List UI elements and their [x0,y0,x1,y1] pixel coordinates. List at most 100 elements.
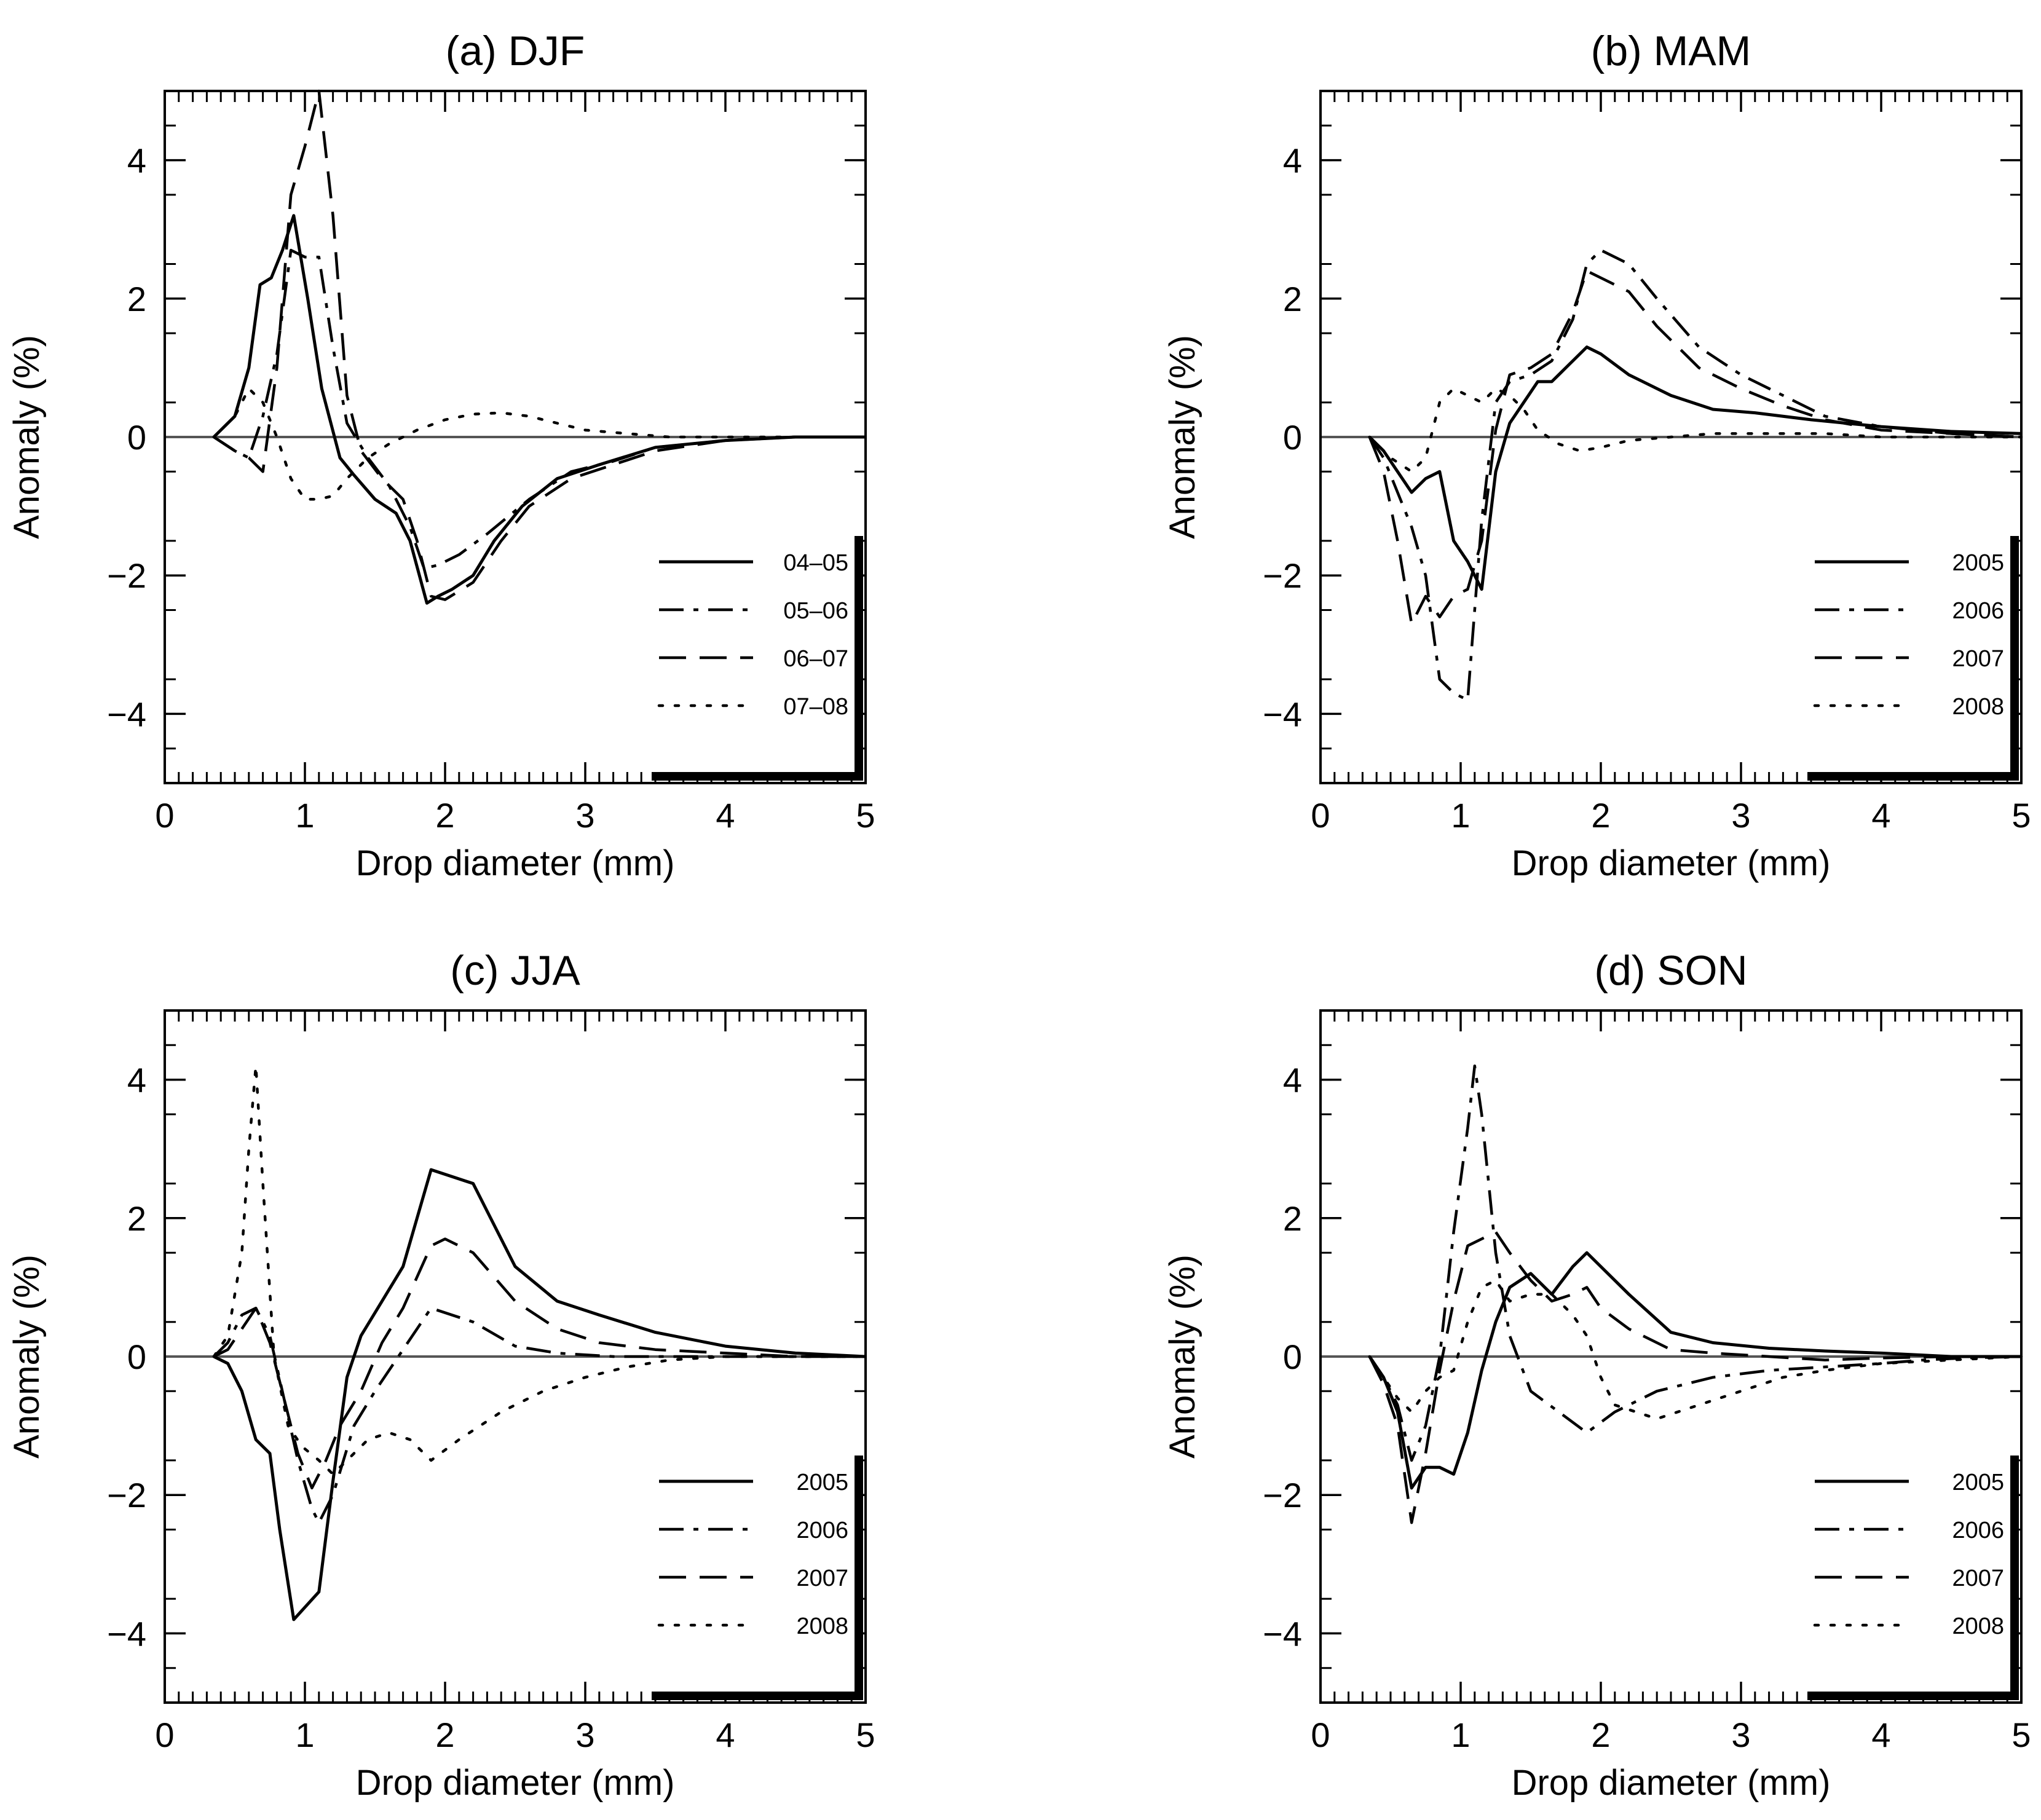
x-tick-label: 5 [2011,796,2031,835]
series-line-2005 [1368,345,2022,591]
y-tick-label: 4 [1283,1061,1302,1100]
legend-shadow-bottom [1807,1692,2019,1700]
y-tick-label: −2 [107,556,146,595]
y-tick-label: 2 [1283,280,1302,318]
legend-label: 2006 [796,1518,848,1543]
legend-label: 2007 [796,1566,848,1591]
x-tick-label: 4 [1871,1716,1890,1754]
series-line-2007 [1368,1231,2021,1524]
x-tick-label: 2 [1591,1716,1610,1754]
plot-frame [1319,1009,2023,1704]
y-tick-label: 4 [127,1061,146,1100]
x-tick-label: 1 [1451,1716,1470,1754]
series-line-07-08 [212,387,867,501]
legend-label: 05–06 [783,598,848,624]
y-tick-label: −4 [107,1614,146,1653]
legend: 2005 2006 2007 2008 [652,1456,863,1700]
x-tick-label: 4 [716,1716,735,1754]
panel-title: (c) JJA [450,947,580,994]
x-tick-label: 4 [1871,796,1890,835]
x-tick-label: 0 [155,796,174,835]
series-line-2007 [1368,269,2022,626]
legend-label: 2008 [1952,1613,2004,1639]
series-line-05-06 [213,248,866,570]
legend-shadow-bottom [652,772,863,781]
y-axis-label: Anomaly (%) [1163,1255,1202,1459]
chart-panel-4: (d) SON 0 1 2 3 4 5 −4 −2 0 2 4 Drop diameter (mm) An… [1163,947,2031,1803]
x-tick-label: 3 [1731,1716,1750,1754]
minor-ticks [1321,91,2021,783]
y-tick-label: 0 [1283,418,1302,457]
legend: 2005 2006 2007 2008 [1807,1456,2019,1700]
y-tick-label: 4 [127,141,146,180]
legend-box [1807,1456,2010,1692]
legend-shadow-right [855,1456,863,1700]
series-line-2008 [1368,1278,2023,1420]
legend-label: 07–08 [783,694,848,720]
legend-label: 2005 [1952,1470,2004,1495]
x-tick-label: 1 [295,1716,314,1754]
x-tick-label: 5 [856,1716,875,1754]
y-tick-label: −4 [1263,1614,1302,1653]
plot-frame [164,1009,867,1704]
chart-panel-1: (a) DJF 0 1 2 3 4 5 −4 −2 0 2 4 Drop diameter (mm) An… [7,28,875,883]
legend-label: 2005 [796,1470,848,1495]
panel-title: (d) SON [1594,947,1747,994]
series-line-2006 [1368,248,2022,702]
y-tick-label: 0 [127,1337,146,1376]
x-tick-label: 0 [1311,1716,1330,1754]
series-line-2006 [1368,1064,2022,1462]
series-line-06-07 [213,89,866,601]
x-axis-label: Drop diameter (mm) [1512,843,1831,883]
legend-label: 2007 [1952,1566,2004,1591]
x-tick-label: 5 [856,796,875,835]
x-tick-label: 2 [435,796,454,835]
legend-label: 2008 [1952,694,2004,720]
y-tick-label: 2 [127,1199,146,1238]
legend-box [652,536,855,772]
legend-label: 2008 [796,1613,848,1639]
series-line-2005 [1368,1251,2021,1490]
x-axis-label: Drop diameter (mm) [356,843,675,883]
x-tick-label: 3 [575,1716,594,1754]
legend-label: 04–05 [783,550,848,576]
legend-shadow-bottom [1807,772,2019,781]
legend-label: 06–07 [783,646,848,672]
legend: 2005 2006 2007 2008 [1807,536,2019,781]
legend-shadow-right [2010,1456,2019,1700]
legend: 04–05 05–06 06–07 07–08 [652,536,863,781]
plot-frame [1319,90,2023,784]
y-axis-label: Anomaly (%) [1163,335,1202,539]
x-axis-label: Drop diameter (mm) [1512,1763,1831,1803]
chart-panel-2: (b) MAM 0 1 2 3 4 5 −4 −2 0 2 4 Drop diameter (mm) An… [1163,28,2031,883]
series-line-2007 [213,1237,866,1490]
chart-panel-3: (c) JJA 0 1 2 3 4 5 −4 −2 0 2 4 Drop diameter (mm) An… [7,947,875,1803]
x-tick-label: 3 [575,796,594,835]
x-tick-label: 1 [295,796,314,835]
y-tick-label: 2 [1283,1199,1302,1238]
panel-title: (b) MAM [1591,28,1751,74]
legend-label: 2006 [1952,1518,2004,1543]
legend-shadow-right [855,536,863,781]
legend-label: 2007 [1952,646,2004,672]
y-tick-label: −4 [1263,695,1302,733]
y-tick-label: 4 [1283,141,1302,180]
y-axis-label: Anomaly (%) [7,335,47,539]
x-tick-label: 4 [716,796,735,835]
series-line-2008 [212,1064,867,1476]
y-tick-label: −2 [1263,556,1302,595]
series-line-04-05 [213,214,866,605]
legend-box [1807,536,2010,772]
series-line-2005 [213,1168,866,1621]
x-tick-label: 0 [155,1716,174,1754]
legend-shadow-bottom [652,1692,863,1700]
legend-label: 2005 [1952,550,2004,576]
legend-label: 2006 [1952,598,2004,624]
y-tick-label: 0 [127,418,146,457]
y-tick-label: −2 [107,1476,146,1515]
x-tick-label: 5 [2011,1716,2031,1754]
x-tick-label: 2 [435,1716,454,1754]
series-line-2008 [1368,387,2023,473]
x-tick-label: 2 [1591,796,1610,835]
